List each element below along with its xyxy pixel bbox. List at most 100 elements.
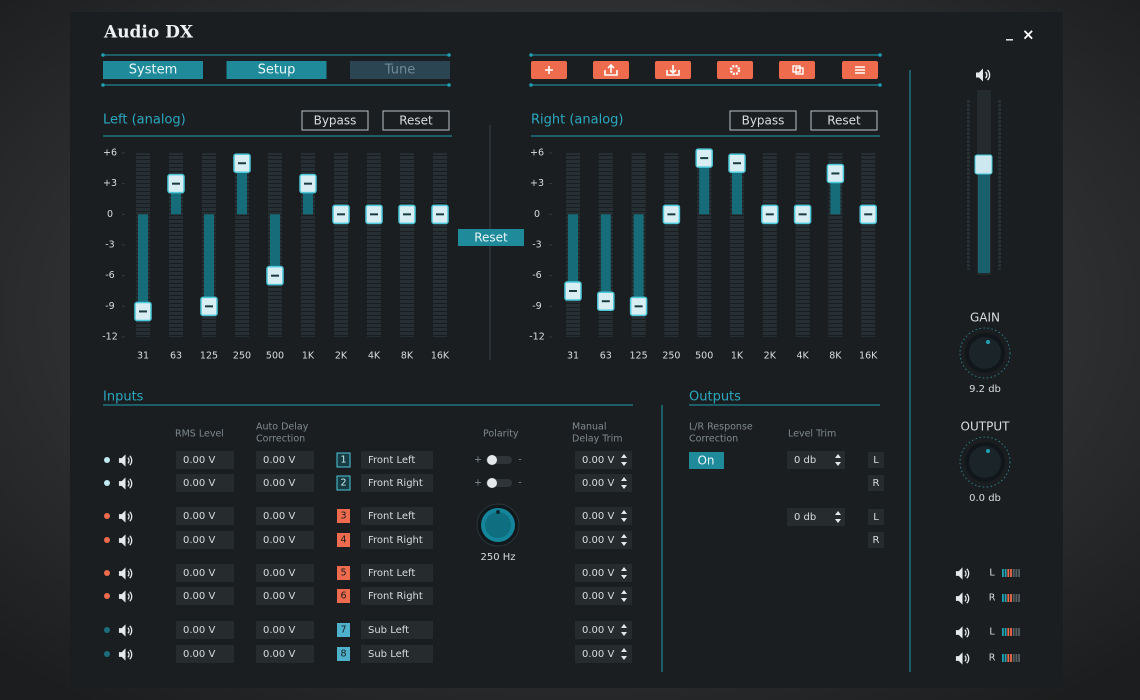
rms-field[interactable]: 0.00 V — [176, 531, 234, 549]
channel-dot — [104, 651, 110, 657]
eq-title: Left (analog) — [103, 113, 186, 128]
tab[interactable]: Tune — [350, 61, 450, 79]
toolbar — [531, 61, 878, 79]
slider-fill — [171, 183, 181, 215]
frequency-knob[interactable] — [476, 503, 520, 547]
output-label: OUTPUT — [961, 420, 1011, 434]
channel-name[interactable]: Front Right — [361, 531, 433, 549]
slider-fill — [204, 214, 214, 307]
channel-button[interactable]: L — [868, 509, 884, 525]
close-button[interactable]: × — [1022, 26, 1035, 44]
delay-field[interactable]: 0.00 V — [256, 451, 314, 469]
meter-channel: L — [989, 627, 995, 638]
channel-name[interactable]: Front Left — [361, 564, 433, 582]
level-trim-field[interactable]: 0 db — [787, 508, 845, 526]
delay-field[interactable]: 0.00 V — [256, 474, 314, 492]
channel-button[interactable]: R — [868, 532, 884, 548]
channel-name[interactable]: Sub Left — [361, 645, 433, 663]
duplicate-button[interactable] — [779, 61, 815, 79]
channel-name[interactable]: Front Left — [361, 507, 433, 525]
channel-button[interactable]: R — [868, 475, 884, 491]
channel-name[interactable]: Front Left — [361, 451, 433, 469]
rms-field[interactable]: 0.00 V — [176, 645, 234, 663]
eq-title: Right (analog) — [531, 113, 624, 128]
field-box — [361, 564, 433, 582]
delay-field[interactable]: 0.00 V — [256, 587, 314, 605]
slider-fill — [303, 183, 313, 215]
delay-field[interactable]: 0.00 V — [256, 507, 314, 525]
tab[interactable]: System — [103, 61, 203, 79]
polarity-toggle[interactable] — [486, 478, 512, 488]
trim-field[interactable]: 0.00 V — [575, 507, 632, 525]
field-box — [256, 507, 314, 525]
x-tick-label: 2K — [335, 351, 348, 362]
meter-segment — [1018, 654, 1020, 662]
delay-field[interactable]: 0.00 V — [256, 645, 314, 663]
trim-field[interactable]: 0.00 V — [575, 531, 632, 549]
field-box — [575, 621, 632, 639]
slider-fill — [732, 163, 742, 215]
trim-field[interactable]: 0.00 V — [575, 587, 632, 605]
meter-segment — [1012, 654, 1015, 662]
y-tick-label: -12 — [529, 332, 545, 343]
tab-background — [226, 61, 327, 79]
trim-field[interactable]: 0.00 V — [575, 474, 632, 492]
eq-button[interactable]: Reset — [810, 110, 878, 131]
settings-button[interactable] — [717, 61, 753, 79]
channel-name[interactable]: Sub Left — [361, 621, 433, 639]
x-tick-label: 500 — [266, 351, 284, 362]
eq-button[interactable]: Reset — [382, 110, 450, 131]
column-header: Manual — [572, 422, 607, 433]
add-button[interactable] — [531, 61, 567, 79]
level-trim-field[interactable]: 0 db — [787, 451, 845, 469]
gain-knob[interactable] — [959, 327, 1011, 379]
meter-segment — [1010, 594, 1012, 602]
polarity-toggle[interactable] — [486, 455, 512, 465]
meter-segment — [1004, 569, 1007, 577]
trim-field[interactable]: 0.00 V — [575, 564, 632, 582]
meter-segment — [1015, 628, 1018, 636]
eq-button[interactable]: Bypass — [301, 110, 369, 131]
field-text: 0 db — [794, 455, 816, 466]
field-text: 0.00 V — [582, 625, 614, 636]
rms-field[interactable]: 0.00 V — [176, 451, 234, 469]
delay-field[interactable]: 0.00 V — [256, 564, 314, 582]
meter-channel: R — [989, 653, 996, 664]
field-box — [256, 531, 314, 549]
meter-segment — [1004, 594, 1007, 602]
import-button[interactable] — [655, 61, 691, 79]
menu-button[interactable] — [842, 61, 878, 79]
delay-field[interactable]: 0.00 V — [256, 531, 314, 549]
response-toggle[interactable]: On — [689, 452, 724, 469]
button-label: Reset — [474, 231, 508, 245]
trim-field[interactable]: 0.00 V — [575, 645, 632, 663]
rms-field[interactable]: 0.00 V — [176, 507, 234, 525]
rms-field[interactable]: 0.00 V — [176, 587, 234, 605]
export-button[interactable] — [593, 61, 629, 79]
channel-button[interactable]: L — [868, 452, 884, 468]
field-box — [575, 507, 632, 525]
tab[interactable]: Setup — [226, 61, 327, 79]
channel-name[interactable]: Front Right — [361, 474, 433, 492]
minimize-button[interactable]: _ — [1006, 25, 1013, 41]
eq-reset-button[interactable]: Reset — [458, 229, 524, 246]
channel-name[interactable]: Front Right — [361, 587, 433, 605]
spin-arrows — [621, 454, 627, 466]
eq-button[interactable]: Bypass — [729, 110, 797, 131]
channel-number: 4 — [340, 535, 346, 546]
rms-field[interactable]: 0.00 V — [176, 474, 234, 492]
polarity-minus: - — [518, 455, 521, 466]
trim-field[interactable]: 0.00 V — [575, 451, 632, 469]
meter-segment — [1007, 654, 1010, 662]
spin-arrows — [621, 510, 627, 522]
tab-rules — [101, 53, 882, 87]
field-text: 0.00 V — [183, 591, 215, 602]
volume-slider[interactable] — [967, 90, 1001, 275]
rms-field[interactable]: 0.00 V — [176, 621, 234, 639]
meter-segment — [1004, 628, 1007, 636]
channel-number: 5 — [340, 568, 346, 579]
delay-field[interactable]: 0.00 V — [256, 621, 314, 639]
output-knob[interactable] — [959, 436, 1011, 488]
trim-field[interactable]: 0.00 V — [575, 621, 632, 639]
rms-field[interactable]: 0.00 V — [176, 564, 234, 582]
